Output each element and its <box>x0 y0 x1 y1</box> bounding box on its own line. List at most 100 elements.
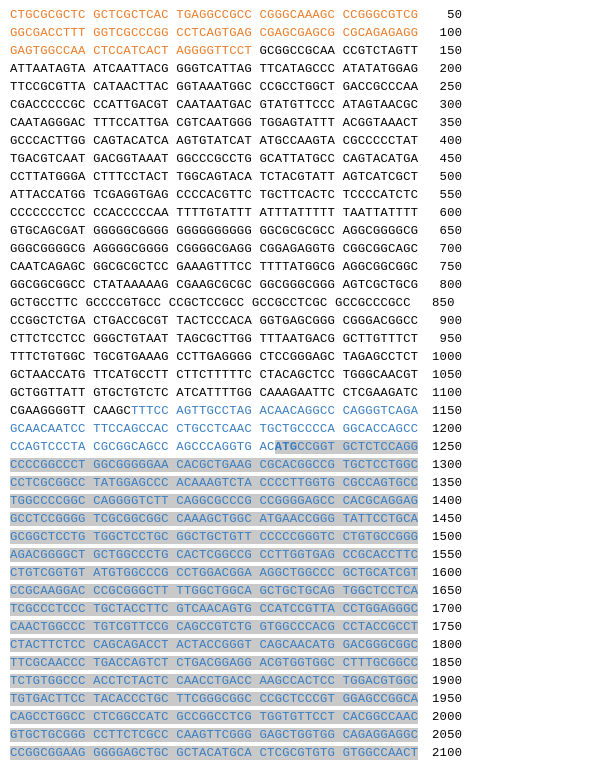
sequence-segment: GGCGACCTTT GGTCGCCCGG CCTCAGTGAG CGAGCGA… <box>10 26 418 40</box>
sequence-row: CAATAGGGAC TTTCCATTGA CGTCAATGGG TGGAGTA… <box>10 114 581 132</box>
sequence-segment: GTGCAGCGAT GGGGGCGGGG GGGGGGGGGG GGCGCGC… <box>10 224 418 238</box>
position-number: 100 <box>420 24 462 42</box>
sequence-row: CTGTCGGTGT ATGTGGCCCG CCTGGACGGA AGGCTGG… <box>10 564 581 582</box>
sequence-row: TTCGCAACCC TGACCAGTCT CTGACGGAGG ACGTGGT… <box>10 654 581 672</box>
position-number: 200 <box>420 60 462 78</box>
sequence-row: CCGCAAGGAC CCGCGGGCTT TTGGCTGGCA GCTGCTG… <box>10 582 581 600</box>
position-number: 2000 <box>420 708 462 726</box>
position-number: 950 <box>420 330 462 348</box>
position-number: 500 <box>420 168 462 186</box>
position-number: 300 <box>420 96 462 114</box>
sequence-segment: CCCCGGCCCT GGCGGGGGAA CACGCTGAAG CGCACGG… <box>10 458 418 472</box>
sequence-row: GCCTCCGGGG TCGCGGCGGC CAAAGCTGGC ATGAACC… <box>10 510 581 528</box>
position-number: 650 <box>420 222 462 240</box>
position-number: 450 <box>420 150 462 168</box>
sequence-row: GCCCACTTGG CAGTACATCA AGTGTATCAT ATGCCAA… <box>10 132 581 150</box>
sequence-segment: GTGCTGCGGG CCTTCTCGCC CAAGTTCGGG GAGCTGG… <box>10 728 418 742</box>
sequence-segment: TCGCCCTCCC TGCTACCTTC GTCAACAGTG CCATCCG… <box>10 602 418 616</box>
sequence-row: CCCCGGCCCT GGCGGGGGAA CACGCTGAAG CGCACGG… <box>10 456 581 474</box>
sequence-row: CCAGTCCCTA CGCGGCAGCC AGCCCAGGTG ACATGCC… <box>10 438 581 456</box>
sequence-segment: CTACTTCTCC CAGCAGACCT ACTACCGGGT CAGCAAC… <box>10 638 418 652</box>
position-number: 1200 <box>420 420 462 438</box>
sequence-segment: GGCGGCGGCC CTATAAAAAG CGAAGCGCGC GGCGGGC… <box>10 278 418 292</box>
position-number: 250 <box>420 78 462 96</box>
sequence-segment: CCGGCGGAAG GGGGAGCTGC GCTACATGCA CTCGCGT… <box>10 746 418 760</box>
sequence-row: TGACGTCAAT GACGGTAAAT GGCCCGCCTG GCATTAT… <box>10 150 581 168</box>
sequence-row: CGAAGGGGTT CAAGCTTTCC AGTTGCCTAG ACAACAG… <box>10 402 581 420</box>
sequence-row: GCTGCCTTC GCCCCGTGCC CCGCTCCGCC GCCGCCTC… <box>10 294 581 312</box>
sequence-row: GGCGACCTTT GGTCGCCCGG CCTCAGTGAG CGAGCGA… <box>10 24 581 42</box>
sequence-segment: GCTAACCATG TTCATGCCTT CTTCTTTTTC CTACAGC… <box>10 368 418 382</box>
position-number: 1500 <box>420 528 462 546</box>
sequence-row: GGCGGCGGCC CTATAAAAAG CGAAGCGCGC GGCGGGC… <box>10 276 581 294</box>
sequence-row: TCGCCCTCCC TGCTACCTTC GTCAACAGTG CCATCCG… <box>10 600 581 618</box>
position-number: 900 <box>420 312 462 330</box>
sequence-row: CGACCCCCGC CCATTGACGT CAATAATGAC GTATGTT… <box>10 96 581 114</box>
sequence-segment: TTTCC AGTTGCCTAG ACAACAGGCC CAGGGTCAGA <box>131 404 418 418</box>
sequence-row: GTGCTGCGGG CCTTCTCGCC CAAGTTCGGG GAGCTGG… <box>10 726 581 744</box>
sequence-segment: CAATAGGGAC TTTCCATTGA CGTCAATGGG TGGAGTA… <box>10 116 418 130</box>
sequence-segment: CCTTATGGGA CTTTCCTACT TGGCAGTACA TCTACGT… <box>10 170 418 184</box>
sequence-segment: TTCGCAACCC TGACCAGTCT CTGACGGAGG ACGTGGT… <box>10 656 418 670</box>
sequence-segment: GCGGCTCCTG TGGCTCCTGC GGCTGCTGTT CCCCCGG… <box>10 530 418 544</box>
sequence-listing: CTGCGCGCTC GCTCGCTCAC TGAGGCCGCC CGGGCAA… <box>10 6 581 762</box>
sequence-row: TGTGACTTCC TACACCCTGC TTCGGGCGGC CCGCTCC… <box>10 690 581 708</box>
sequence-segment: ATTACCATGG TCGAGGTGAG CCCCACGTTC TGCTTCA… <box>10 188 418 202</box>
sequence-segment: CCGCAAGGAC CCGCGGGCTT TTGGCTGGCA GCTGCTG… <box>10 584 418 598</box>
sequence-row: CAATCAGAGC GGCGCGCTCC GAAAGTTTCC TTTTATG… <box>10 258 581 276</box>
position-number: 150 <box>420 42 462 60</box>
sequence-segment: CCCCCCCTCC CCACCCCCAA TTTTGTATTT ATTTATT… <box>10 206 418 220</box>
sequence-segment: CGAAGGGGTT CAAGC <box>10 404 131 418</box>
sequence-row: CCTCGCGGCC TATGGAGCCC ACAAAGTCTA CCCCTTG… <box>10 474 581 492</box>
position-number: 700 <box>420 240 462 258</box>
sequence-row: CAGCCTGGCC CTCGGCCATC GCCGGCCTCG TGGTGTT… <box>10 708 581 726</box>
sequence-segment: CGACCCCCGC CCATTGACGT CAATAATGAC GTATGTT… <box>10 98 418 112</box>
sequence-segment: TCTGTGGCCC ACCTCTACTC CAACCTGACC AAGCCAC… <box>10 674 418 688</box>
position-number: 1350 <box>420 474 462 492</box>
sequence-segment: GCTGCCTTC GCCCCGTGCC CCGCTCCGCC GCCGCCTC… <box>10 296 411 310</box>
sequence-row: CCCCCCCTCC CCACCCCCAA TTTTGTATTT ATTTATT… <box>10 204 581 222</box>
position-number: 1050 <box>420 366 462 384</box>
sequence-row: AGACGGGGCT GCTGGCCCTG CACTCGGCCG CCTTGGT… <box>10 546 581 564</box>
sequence-segment: CCGGT GCTCTCCAGG <box>297 440 418 454</box>
sequence-segment: TGTGACTTCC TACACCCTGC TTCGGGCGGC CCGCTCC… <box>10 692 418 706</box>
sequence-segment: CAGCCTGGCC CTCGGCCATC GCCGGCCTCG TGGTGTT… <box>10 710 418 724</box>
sequence-row: GTGCAGCGAT GGGGGCGGGG GGGGGGGGGG GGCGCGC… <box>10 222 581 240</box>
sequence-segment: TTCCGCGTTA CATAACTTAC GGTAAATGGC CCGCCTG… <box>10 80 418 94</box>
sequence-row: GCTGGTTATT GTGCTGTCTC ATCATTTTGG CAAAGAA… <box>10 384 581 402</box>
position-number: 2050 <box>420 726 462 744</box>
position-number: 1900 <box>420 672 462 690</box>
position-number: 1400 <box>420 492 462 510</box>
position-number: 1850 <box>420 654 462 672</box>
position-number: 1700 <box>420 600 462 618</box>
sequence-segment: GAGTGGCCAA CTCCATCACT AGGGGTTCCT <box>10 44 252 58</box>
sequence-row: GGGCGGGGCG AGGGGCGGGG CGGGGCGAGG CGGAGAG… <box>10 240 581 258</box>
position-number: 1950 <box>420 690 462 708</box>
sequence-row: TTCCGCGTTA CATAACTTAC GGTAAATGGC CCGCCTG… <box>10 78 581 96</box>
sequence-row: CCGGCGGAAG GGGGAGCTGC GCTACATGCA CTCGCGT… <box>10 744 581 762</box>
position-number: 1250 <box>420 438 462 456</box>
sequence-row: CCTTATGGGA CTTTCCTACT TGGCAGTACA TCTACGT… <box>10 168 581 186</box>
sequence-segment: GCGGCCGCAA CCGTCTAGTT <box>252 44 418 58</box>
sequence-segment: CAACTGGCCC TGTCGTTCCG CAGCCGTCTG GTGGCCC… <box>10 620 418 634</box>
sequence-segment: ATTAATAGTA ATCAATTACG GGGTCATTAG TTCATAG… <box>10 62 418 76</box>
sequence-row: TTTCTGTGGC TGCGTGAAAG CCTTGAGGGG CTCCGGG… <box>10 348 581 366</box>
position-number: 1750 <box>420 618 462 636</box>
sequence-segment: CCGGCTCTGA CTGACCGCGT TACTCCCACA GGTGAGC… <box>10 314 418 328</box>
position-number: 1450 <box>420 510 462 528</box>
position-number: 1600 <box>420 564 462 582</box>
sequence-segment: GGGCGGGGCG AGGGGCGGGG CGGGGCGAGG CGGAGAG… <box>10 242 418 256</box>
position-number: 50 <box>420 6 462 24</box>
sequence-row: CTACTTCTCC CAGCAGACCT ACTACCGGGT CAGCAAC… <box>10 636 581 654</box>
position-number: 600 <box>420 204 462 222</box>
sequence-segment: GCTGGTTATT GTGCTGTCTC ATCATTTTGG CAAAGAA… <box>10 386 418 400</box>
sequence-row: ATTACCATGG TCGAGGTGAG CCCCACGTTC TGCTTCA… <box>10 186 581 204</box>
sequence-row: GCTAACCATG TTCATGCCTT CTTCTTTTTC CTACAGC… <box>10 366 581 384</box>
sequence-segment: CCAGTCCCTA CGCGGCAGCC AGCCCAGGTG AC <box>10 440 275 454</box>
sequence-row: TCTGTGGCCC ACCTCTACTC CAACCTGACC AAGCCAC… <box>10 672 581 690</box>
position-number: 750 <box>420 258 462 276</box>
sequence-segment: TGACGTCAAT GACGGTAAAT GGCCCGCCTG GCATTAT… <box>10 152 418 166</box>
sequence-segment: ATG <box>275 440 298 454</box>
sequence-row: CCGGCTCTGA CTGACCGCGT TACTCCCACA GGTGAGC… <box>10 312 581 330</box>
sequence-row: CAACTGGCCC TGTCGTTCCG CAGCCGTCTG GTGGCCC… <box>10 618 581 636</box>
